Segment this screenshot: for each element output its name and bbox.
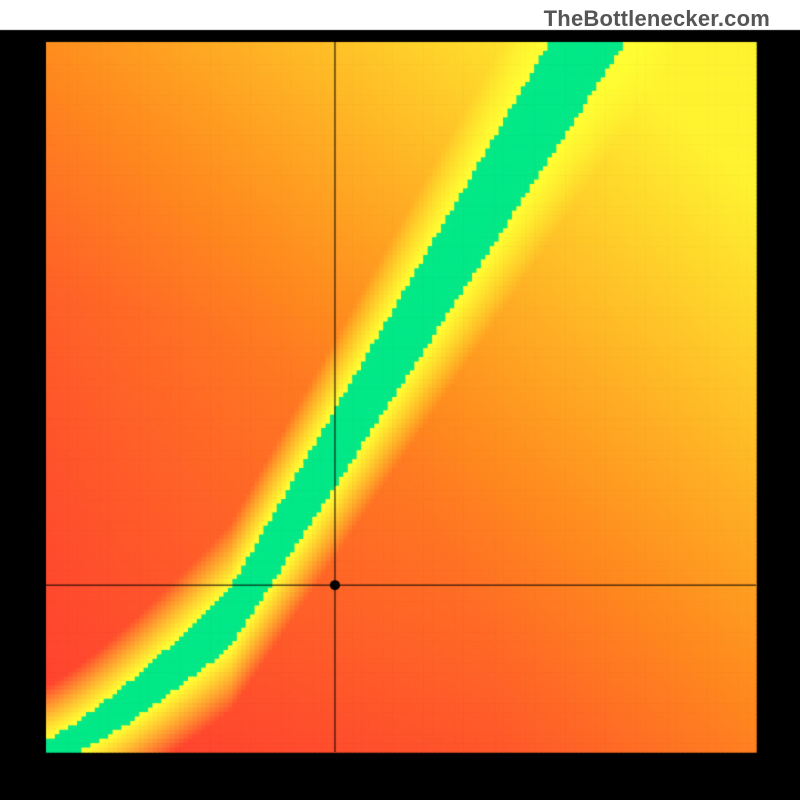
chart-container: TheBottlenecker.com [0,0,800,800]
heatmap-canvas [0,0,800,800]
watermark-text: TheBottlenecker.com [544,6,770,32]
